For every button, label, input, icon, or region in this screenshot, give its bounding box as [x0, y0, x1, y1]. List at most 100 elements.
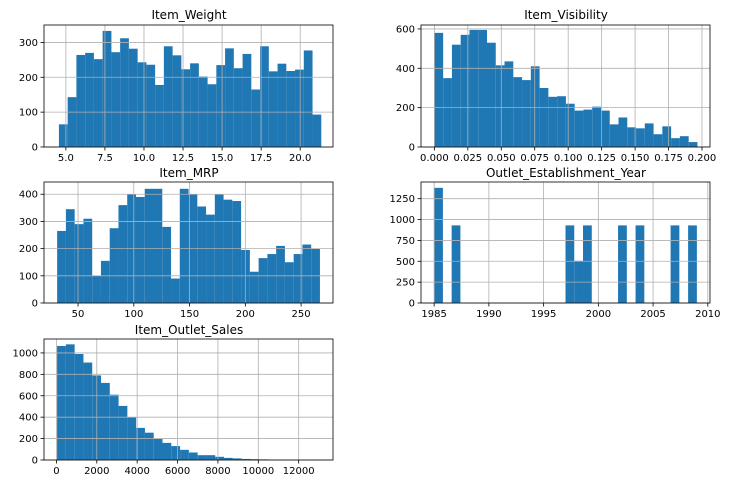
x-tick-label: 0.125	[587, 153, 616, 164]
histogram-bar	[267, 254, 277, 303]
histogram-bar	[102, 30, 112, 147]
histogram-bar	[592, 106, 601, 147]
histogram-bar	[135, 196, 145, 303]
x-tick-label: 0.100	[554, 153, 583, 164]
y-tick-label: 200	[19, 244, 38, 255]
histogram-bar	[276, 245, 285, 303]
histogram-bar	[144, 432, 154, 460]
tick-labels: 0 2000 4000 6000 8000 10000 12000 0 200 400 600 800…	[13, 348, 315, 477]
histogram-bar	[671, 138, 680, 147]
histogram-bar	[188, 452, 198, 460]
y-tick-label: 500	[396, 257, 415, 268]
x-tick-label: 50	[72, 309, 85, 320]
x-tick-label: 5.0	[58, 153, 74, 164]
histogram-bar	[249, 271, 259, 303]
histogram-bar	[58, 124, 68, 147]
x-tick-label: 12.5	[172, 153, 194, 164]
histogram-bar	[67, 97, 77, 147]
x-tick-label: 10000	[242, 466, 274, 477]
x-tick-label: 0	[53, 466, 59, 477]
histogram-bar	[241, 458, 251, 460]
histogram-bar	[232, 458, 242, 460]
histogram-bar	[83, 218, 93, 303]
histogram-bar	[180, 449, 189, 460]
histogram-bar	[109, 394, 119, 460]
x-tick-label: 150	[180, 309, 199, 320]
histogram-bar	[85, 52, 94, 147]
x-tick-label: 0.175	[654, 153, 683, 164]
y-tick-label: 0	[32, 143, 38, 154]
histogram-bar	[101, 382, 110, 460]
histogram-bar	[146, 64, 156, 147]
histogram-bar	[679, 136, 689, 147]
x-tick-label: 1995	[531, 309, 556, 320]
y-tick-label: 200	[19, 73, 38, 84]
histogram-bar	[644, 123, 654, 147]
histogram-bar	[295, 69, 304, 147]
y-tick-label: 400	[396, 64, 415, 75]
histogram-bar	[636, 128, 645, 147]
item-mrp-histogram: Item_MRP 50 100 150 200 250 0 100 200 300 400	[19, 166, 334, 320]
tick-labels: 1985 1990 1995 2000 2005 2010 0 250 500 750 1000 12…	[390, 194, 721, 320]
histogram-bar	[451, 225, 461, 303]
histogram-bar	[284, 262, 294, 303]
histogram-bar	[171, 278, 180, 303]
axes-frame	[43, 24, 334, 148]
histogram-bar	[627, 127, 637, 147]
histogram-bar	[162, 226, 172, 303]
histogram-bar	[258, 258, 268, 303]
y-tick-label: 400	[19, 413, 38, 424]
histogram-bar	[600, 110, 610, 147]
histogram-bar	[522, 80, 531, 147]
chart-title: Item_Outlet_Sales	[135, 323, 243, 337]
histogram-bar	[197, 206, 207, 303]
histogram-bar	[443, 78, 452, 147]
histogram-bar	[65, 344, 75, 460]
x-tick-label: 0.000	[420, 153, 449, 164]
x-tick-label: 20.0	[289, 153, 311, 164]
x-tick-label: 1990	[476, 309, 501, 320]
tick-labels: 5.0 7.5 10.0 12.5 15.0 17.5 20.0 0 100 200 300	[19, 38, 311, 164]
histogram-bar	[76, 54, 86, 148]
y-tick-label: 100	[19, 271, 38, 282]
x-tick-label: 250	[292, 309, 311, 320]
axes-frame	[420, 24, 711, 148]
histogram-bar	[688, 142, 698, 147]
x-tick-label: 1985	[421, 309, 446, 320]
histogram-bar	[216, 65, 226, 147]
histogram-bar	[100, 260, 110, 303]
histogram-bar	[548, 96, 558, 147]
x-tick-label: 100	[124, 309, 143, 320]
histogram-bar	[74, 353, 84, 460]
y-tick-label: 250	[396, 278, 415, 289]
histogram-bar	[302, 244, 312, 303]
x-tick-label: 2000	[586, 309, 611, 320]
histogram-bar	[74, 224, 84, 303]
histogram-bar	[504, 61, 514, 147]
tick-labels: 0.000 0.025 0.050 0.075 0.100 0.125 0.150 0.175…	[396, 24, 716, 164]
x-tick-label: 0.025	[454, 153, 483, 164]
y-tick-label: 0	[409, 143, 415, 154]
histogram-bar	[618, 225, 627, 303]
histogram-bar	[128, 48, 138, 148]
histogram-bar	[57, 230, 66, 303]
histogram-bar	[539, 87, 549, 147]
histogram-bar	[181, 69, 191, 147]
chart-title: Item_Weight	[151, 8, 226, 22]
histogram-bar	[163, 46, 173, 148]
histogram-bar	[460, 34, 470, 148]
histogram-bar	[137, 62, 147, 147]
x-tick-label: 12000	[283, 466, 315, 477]
histogram-bar	[179, 188, 189, 303]
histogram-bar	[207, 84, 217, 147]
histogram-bar	[83, 362, 93, 460]
histogram-bar	[530, 66, 540, 147]
axes-frame	[420, 181, 711, 304]
y-tick-label: 300	[19, 217, 38, 228]
histogram-bar	[495, 65, 505, 147]
x-tick-label: 10.0	[133, 153, 155, 164]
histogram-bar	[172, 55, 182, 147]
x-tick-label: 0.050	[487, 153, 516, 164]
histogram-bar	[65, 209, 75, 303]
histogram-bar	[223, 457, 233, 460]
